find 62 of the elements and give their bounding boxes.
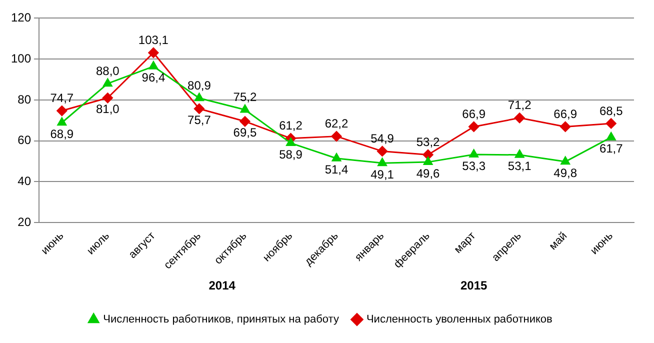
y-tick-label: 100	[10, 51, 32, 66]
y-tick-label: 20	[18, 214, 32, 229]
point	[148, 47, 159, 58]
text: 2015	[460, 278, 488, 292]
data-label: 58,9	[279, 147, 303, 162]
point	[103, 78, 112, 87]
text: 2014	[208, 278, 236, 292]
data-label: 88,0	[96, 64, 120, 78]
data-label: 61,2	[279, 118, 303, 133]
point	[606, 118, 616, 129]
data-label: 71,2	[508, 98, 532, 112]
point	[560, 156, 570, 165]
point	[560, 121, 571, 132]
data-label: 49,6	[416, 166, 440, 180]
point	[468, 121, 480, 132]
y-tick-label: 60	[18, 133, 32, 148]
data-label: 68,9	[50, 126, 74, 141]
data-label: 103,1	[138, 33, 169, 48]
y-tick-label: 120	[10, 10, 32, 25]
point	[331, 131, 342, 142]
x-tick-label: май	[547, 230, 570, 252]
data-label: 75,2	[233, 90, 257, 104]
data-label: 66,9	[554, 107, 578, 122]
data-label: 96,4	[142, 70, 166, 85]
data-label: 53,3	[462, 158, 486, 173]
point	[377, 146, 388, 156]
point	[194, 103, 204, 114]
data-label: 54,9	[370, 132, 394, 146]
point	[378, 158, 387, 166]
data-label: 75,7	[188, 113, 212, 128]
data-label: 62,2	[324, 116, 349, 131]
point	[56, 106, 68, 116]
data-label: 51,4	[324, 162, 349, 177]
point	[606, 132, 616, 140]
data-label: 68,5	[599, 104, 624, 118]
data-label: 80,9	[188, 78, 212, 92]
data-label: 49,8	[554, 166, 578, 180]
legend-label: Численность работников, принятых на работу	[103, 314, 340, 326]
point	[240, 116, 250, 127]
data-label: 74,7	[50, 91, 74, 106]
legend-label: Численность уволенных работников	[366, 314, 553, 326]
data-label: 53,2	[416, 135, 440, 150]
data-label: 49,1	[370, 167, 394, 182]
data-label: 69,5	[233, 126, 257, 140]
point	[514, 150, 524, 158]
point	[102, 92, 113, 104]
data-label: 53,1	[508, 159, 532, 174]
y-tick-label: 80	[18, 92, 32, 106]
point	[423, 156, 433, 166]
data-label: 66,9	[462, 107, 486, 122]
point	[514, 112, 525, 124]
y-tick-label: 40	[18, 174, 32, 188]
point	[332, 153, 342, 162]
point	[469, 149, 478, 158]
point	[148, 61, 158, 70]
data-label: 81,0	[96, 102, 120, 116]
point	[286, 138, 296, 146]
data-label: 61,7	[599, 142, 624, 156]
point	[57, 117, 67, 126]
point	[194, 92, 204, 102]
point	[422, 149, 434, 160]
point	[240, 104, 250, 113]
